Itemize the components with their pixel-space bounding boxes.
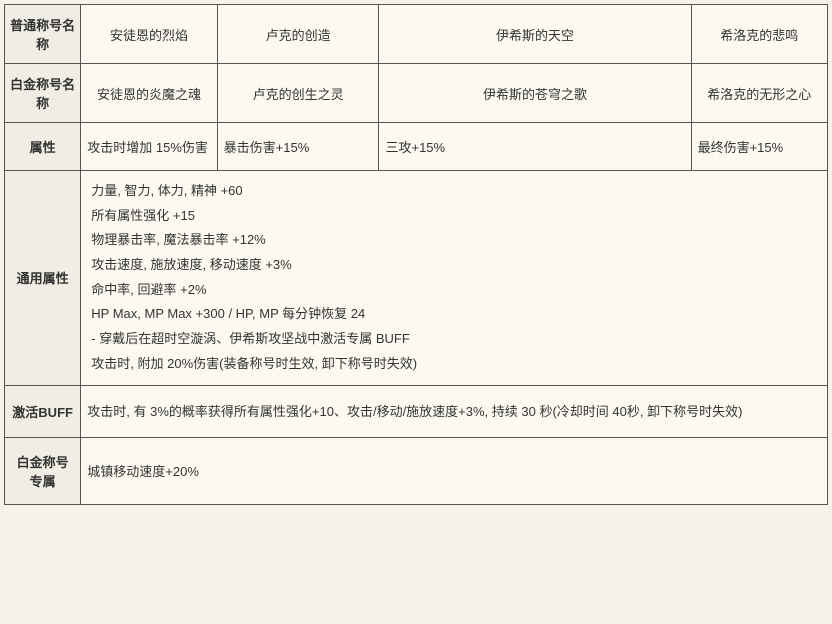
cell-platinum-c3: 伊希斯的苍穹之歌 — [379, 64, 691, 123]
common-line-3: 物理暴击率, 魔法暴击率 +12% — [91, 228, 821, 253]
row-normal-title: 普通称号名称 安徒恩的烈焰 卢克的创造 伊希斯的天空 希洛克的悲鸣 — [5, 5, 828, 64]
common-line-4: 攻击速度, 施放速度, 移动速度 +3% — [91, 253, 821, 278]
common-line-8: 攻击时, 附加 20%伤害(装备称号时生效, 卸下称号时失效) — [91, 352, 821, 377]
row-platinum-exclusive: 白金称号专属 城镇移动速度+20% — [5, 437, 828, 504]
common-line-5: 命中率, 回避率 +2% — [91, 278, 821, 303]
header-platinum-exclusive: 白金称号专属 — [5, 437, 81, 504]
cell-platinum-c2: 卢克的创生之灵 — [217, 64, 379, 123]
header-activate-buff: 激活BUFF — [5, 385, 81, 437]
row-activate-buff: 激活BUFF 攻击时, 有 3%的概率获得所有属性强化+10、攻击/移动/施放速… — [5, 385, 828, 437]
common-line-6: HP Max, MP Max +300 / HP, MP 每分钟恢复 24 — [91, 302, 821, 327]
attribute-table: 普通称号名称 安徒恩的烈焰 卢克的创造 伊希斯的天空 希洛克的悲鸣 白金称号名称… — [4, 4, 828, 505]
common-line-7: - 穿戴后在超时空漩涡、伊希斯攻坚战中激活专属 BUFF — [91, 327, 821, 352]
header-platinum-title: 白金称号名称 — [5, 64, 81, 123]
cell-normal-c2: 卢克的创造 — [217, 5, 379, 64]
cell-attr-c1: 攻击时增加 15%伤害 — [81, 123, 217, 171]
cell-platinum-exclusive: 城镇移动速度+20% — [81, 437, 828, 504]
cell-normal-c3: 伊希斯的天空 — [379, 5, 691, 64]
cell-platinum-c4: 希洛克的无形之心 — [691, 64, 827, 123]
common-line-2: 所有属性强化 +15 — [91, 204, 821, 229]
cell-normal-c4: 希洛克的悲鸣 — [691, 5, 827, 64]
cell-platinum-c1: 安徒恩的炎魔之魂 — [81, 64, 217, 123]
cell-attr-c4: 最终伤害+15% — [691, 123, 827, 171]
cell-attr-c3: 三攻+15% — [379, 123, 691, 171]
cell-common-attrs: 力量, 智力, 体力, 精神 +60 所有属性强化 +15 物理暴击率, 魔法暴… — [81, 171, 828, 386]
row-attribute: 属性 攻击时增加 15%伤害 暴击伤害+15% 三攻+15% 最终伤害+15% — [5, 123, 828, 171]
cell-activate-buff: 攻击时, 有 3%的概率获得所有属性强化+10、攻击/移动/施放速度+3%, 持… — [81, 385, 828, 437]
row-platinum-title: 白金称号名称 安徒恩的炎魔之魂 卢克的创生之灵 伊希斯的苍穹之歌 希洛克的无形之… — [5, 64, 828, 123]
header-attribute: 属性 — [5, 123, 81, 171]
cell-attr-c2: 暴击伤害+15% — [217, 123, 379, 171]
row-common-attrs: 通用属性 力量, 智力, 体力, 精神 +60 所有属性强化 +15 物理暴击率… — [5, 171, 828, 386]
common-line-1: 力量, 智力, 体力, 精神 +60 — [91, 179, 821, 204]
cell-normal-c1: 安徒恩的烈焰 — [81, 5, 217, 64]
header-common-attrs: 通用属性 — [5, 171, 81, 386]
header-normal-title: 普通称号名称 — [5, 5, 81, 64]
